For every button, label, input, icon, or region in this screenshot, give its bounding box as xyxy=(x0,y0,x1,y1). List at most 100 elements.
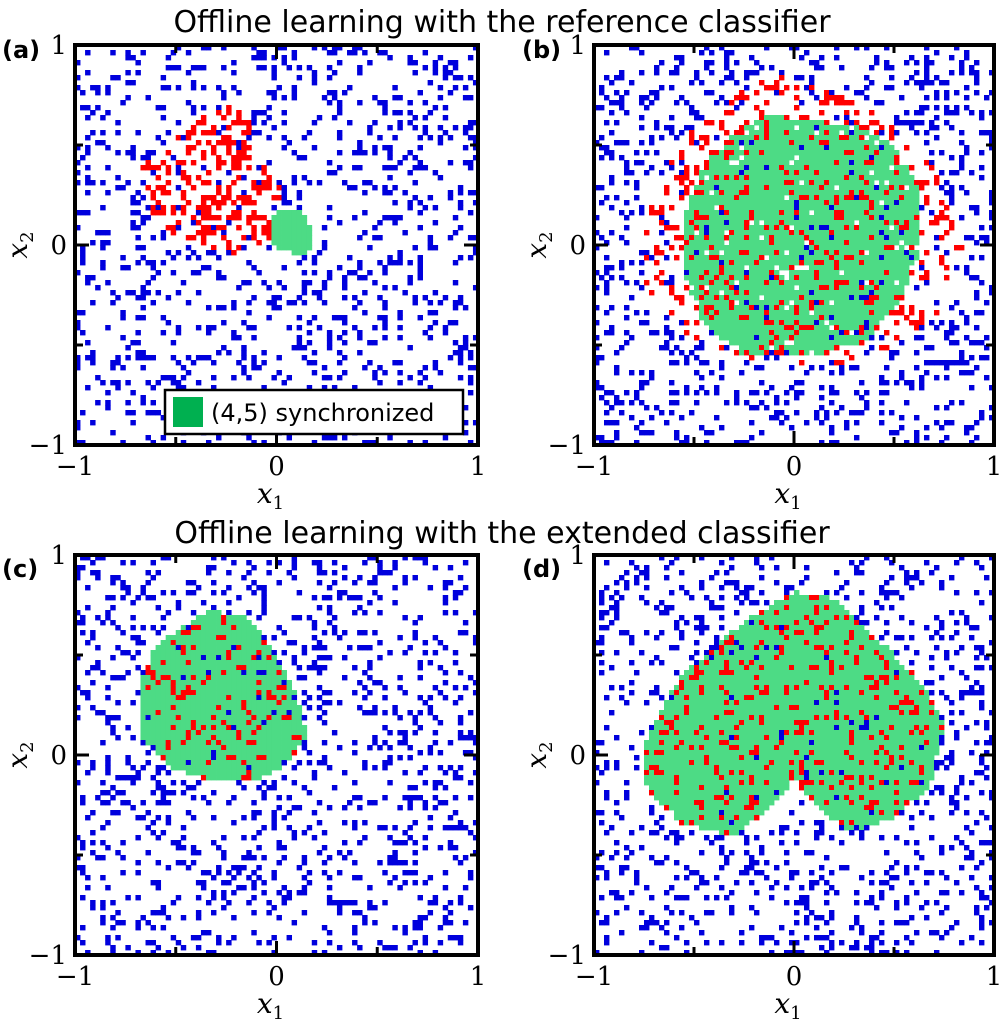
heatmap-cell xyxy=(367,340,373,346)
heatmap-cell xyxy=(276,180,282,186)
heatmap-cell xyxy=(85,340,91,346)
heatmap-cell xyxy=(231,750,237,756)
heatmap-cell xyxy=(226,600,232,606)
heatmap-cell xyxy=(165,815,172,821)
heatmap-cell xyxy=(769,220,775,226)
heatmap-cell xyxy=(231,250,237,256)
heatmap-cell xyxy=(624,140,630,146)
heatmap-cell xyxy=(624,330,630,336)
heatmap-cell xyxy=(669,330,675,336)
heatmap-cell xyxy=(211,895,217,901)
heatmap-cell xyxy=(974,435,980,441)
heatmap-cell xyxy=(125,670,131,676)
heatmap-cell xyxy=(271,75,277,81)
heatmap-cell xyxy=(929,320,935,326)
heatmap-cell xyxy=(774,415,780,421)
heatmap-cell xyxy=(150,695,156,701)
heatmap-cell xyxy=(959,400,965,406)
heatmap-cell xyxy=(180,740,187,746)
heatmap-cell xyxy=(195,705,202,711)
heatmap-cell xyxy=(764,355,770,361)
heatmap-cell xyxy=(814,250,820,256)
heatmap-cell xyxy=(236,770,242,776)
heatmap-cell xyxy=(794,205,800,211)
heatmap-cell xyxy=(105,760,111,766)
heatmap-cell xyxy=(160,650,167,656)
heatmap-cell xyxy=(799,310,805,316)
heatmap-cell xyxy=(619,345,625,351)
heatmap-cell xyxy=(924,60,930,66)
heatmap-cell xyxy=(75,310,81,316)
heatmap-cell xyxy=(165,55,172,61)
heatmap-cell xyxy=(869,155,875,161)
heatmap-cell xyxy=(814,345,820,351)
heatmap-cell xyxy=(814,125,820,131)
heatmap-cell xyxy=(879,260,885,266)
heatmap-cell xyxy=(467,440,474,445)
heatmap-cell xyxy=(734,335,740,341)
heatmap-cell xyxy=(764,170,770,176)
heatmap-cell xyxy=(729,140,735,146)
heatmap-cell xyxy=(849,220,855,226)
heatmap-cell xyxy=(914,350,920,356)
heatmap-cell xyxy=(246,145,252,151)
heatmap-cell xyxy=(744,360,750,366)
heatmap-cell xyxy=(804,120,810,126)
heatmap-cell xyxy=(165,555,172,561)
heatmap-cell xyxy=(609,205,615,211)
heatmap-cell xyxy=(200,775,207,781)
heatmap-cell xyxy=(321,435,328,441)
heatmap-cell xyxy=(321,300,328,306)
heatmap-cell xyxy=(699,190,705,196)
heatmap-cell xyxy=(145,730,151,736)
heatmap-cell xyxy=(417,135,423,141)
heatmap-cell xyxy=(819,305,825,311)
heatmap-cell xyxy=(754,285,760,291)
heatmap-cell xyxy=(699,255,705,261)
heatmap-cell xyxy=(859,90,865,96)
heatmap-cell xyxy=(231,215,237,221)
heatmap-cell xyxy=(296,205,303,211)
heatmap-cell xyxy=(140,740,146,746)
heatmap-cell xyxy=(472,420,478,426)
heatmap-cell xyxy=(85,950,91,955)
heatmap-cell xyxy=(844,420,850,426)
heatmap-cell xyxy=(427,110,434,116)
heatmap-cell xyxy=(704,200,710,206)
heatmap-cell xyxy=(160,260,167,266)
heatmap-cell xyxy=(120,650,126,656)
heatmap-cell xyxy=(744,200,750,206)
heatmap-cell xyxy=(899,185,905,191)
heatmap-cell xyxy=(679,160,685,166)
heatmap-cell xyxy=(80,925,86,931)
heatmap-cell xyxy=(190,145,197,151)
heatmap-cell xyxy=(854,390,860,396)
heatmap-cell xyxy=(904,280,910,286)
heatmap-cell xyxy=(185,655,192,661)
heatmap-cell xyxy=(779,340,785,346)
heatmap-cell xyxy=(939,440,945,445)
heatmap-cell xyxy=(170,230,177,236)
heatmap-cell xyxy=(724,255,730,261)
heatmap-cell xyxy=(724,320,730,326)
heatmap-cell xyxy=(894,205,900,211)
heatmap-cell xyxy=(175,185,182,191)
heatmap-cell xyxy=(899,415,905,421)
heatmap-cell xyxy=(226,655,232,661)
heatmap-cell xyxy=(814,225,820,231)
heatmap-cell xyxy=(326,335,333,341)
heatmap-cell xyxy=(919,105,925,111)
heatmap-cell xyxy=(859,215,865,221)
heatmap-cell xyxy=(377,295,383,301)
heatmap-cell xyxy=(679,155,685,161)
heatmap-cell xyxy=(437,125,444,131)
heatmap-cell xyxy=(889,300,895,306)
heatmap-cell xyxy=(604,285,610,291)
heatmap-cell xyxy=(266,90,272,96)
heatmap-cell xyxy=(879,180,885,186)
heatmap-cells xyxy=(75,45,478,445)
heatmap-cell xyxy=(281,55,287,61)
heatmap-cell xyxy=(769,385,775,391)
heatmap-cell xyxy=(296,230,303,236)
heatmap-cell xyxy=(609,405,615,411)
